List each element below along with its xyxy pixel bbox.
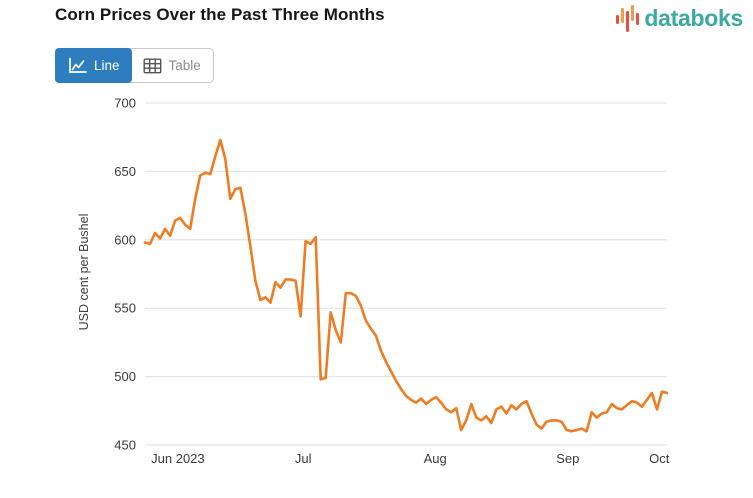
line-view-label: Line bbox=[94, 58, 120, 73]
line-view-button[interactable]: Line bbox=[55, 48, 132, 83]
view-toggle: Line Table bbox=[55, 48, 214, 83]
y-tick-label: 550 bbox=[114, 301, 136, 316]
x-axis-label: Jul bbox=[295, 451, 312, 466]
x-axis-label: Aug bbox=[424, 451, 447, 466]
price-line-series[interactable] bbox=[143, 138, 669, 433]
table-icon bbox=[143, 58, 161, 73]
line-chart-icon bbox=[69, 57, 87, 73]
databoks-logo[interactable]: databoks bbox=[615, 4, 743, 33]
y-tick-label: 450 bbox=[114, 438, 136, 453]
x-axis-label: Jun 2023 bbox=[151, 451, 205, 466]
y-tick-label: 650 bbox=[114, 164, 136, 179]
table-view-label: Table bbox=[168, 58, 201, 73]
databoks-logo-text: databoks bbox=[644, 5, 743, 31]
page-title: Corn Prices Over the Past Three Months bbox=[55, 5, 385, 24]
y-tick-label: 600 bbox=[114, 232, 136, 247]
x-axis-label: Oct bbox=[649, 451, 670, 466]
y-tick-label: 700 bbox=[114, 96, 136, 111]
databoks-logo-icon bbox=[616, 5, 640, 32]
y-axis-title: USD cent per Bushel bbox=[77, 214, 91, 331]
y-tick-label: 500 bbox=[114, 369, 136, 384]
table-view-button[interactable]: Table bbox=[131, 49, 213, 82]
x-axis-label: Sep bbox=[556, 451, 579, 466]
